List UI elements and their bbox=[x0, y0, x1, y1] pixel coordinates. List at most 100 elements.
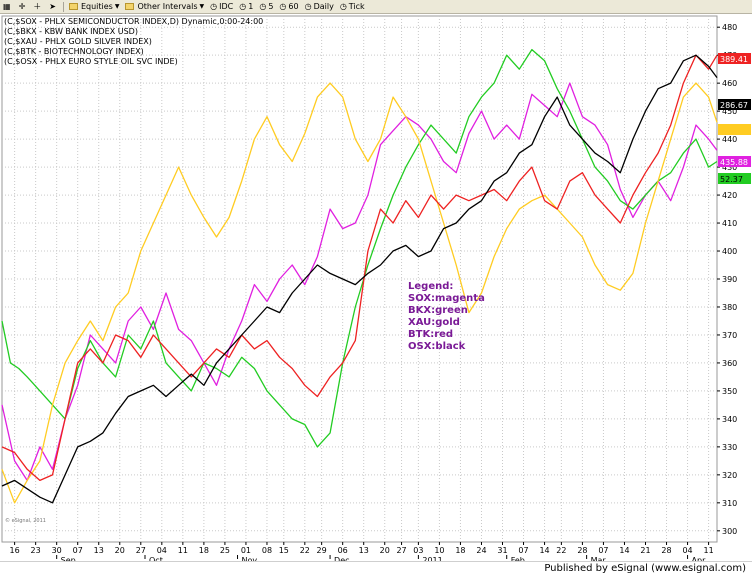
x-tick-label: 15 bbox=[279, 546, 289, 555]
idc-label: IDC bbox=[219, 2, 234, 11]
x-tick-label: 04 bbox=[157, 546, 167, 555]
equities-label: Equities bbox=[80, 2, 113, 11]
legend: Legend:SOX:magentaBKX:greenXAU:goldBTK:r… bbox=[408, 281, 485, 352]
divider bbox=[62, 1, 64, 12]
interval-1-label: 1 bbox=[248, 2, 254, 11]
x-tick-label: 04 bbox=[682, 546, 692, 555]
y-tick-label: 410 bbox=[722, 219, 737, 228]
title-line: (C,$BKX - KBW BANK INDEX USD) bbox=[4, 27, 138, 36]
publisher-credit: Published by eSignal (www.esignal.com) bbox=[544, 563, 746, 574]
interval-60-button[interactable]: ◷ 60 bbox=[276, 1, 301, 13]
idc-button[interactable]: ◷ IDC bbox=[207, 1, 236, 13]
clock-icon: ◷ bbox=[210, 1, 218, 11]
interval-5-button[interactable]: ◷ 5 bbox=[256, 1, 276, 13]
toolbar: ▦ ✛ ＋ ➤ Equities ▼ Other Intervals ▼ ◷ IDC … bbox=[0, 0, 752, 14]
month-label: Apr bbox=[692, 556, 707, 561]
arrow-icon[interactable]: ➤ bbox=[49, 1, 56, 11]
intervals-dropdown[interactable]: Other Intervals ▼ bbox=[122, 1, 207, 13]
y-tick-label: 460 bbox=[722, 79, 737, 88]
clock-icon: ◷ bbox=[259, 1, 267, 11]
x-tick-label: 06 bbox=[338, 546, 348, 555]
grid bbox=[1, 15, 718, 543]
y-tick-label: 420 bbox=[722, 191, 737, 200]
x-tick-label: 07 bbox=[73, 546, 83, 555]
folder-icon bbox=[68, 3, 78, 10]
chart-icon[interactable]: ▦ bbox=[3, 1, 11, 11]
legend-line: OSX:black bbox=[408, 341, 466, 352]
month-label: Dec bbox=[334, 556, 349, 561]
y-tick-label: 450 bbox=[722, 107, 737, 116]
x-tick-label: 13 bbox=[94, 546, 104, 555]
equities-dropdown[interactable]: Equities ▼ bbox=[66, 1, 123, 13]
x-tick-label: 22 bbox=[300, 546, 310, 555]
y-axis: 300 310 320 330 340 350 360 370 380 390 400 410 420 4… bbox=[717, 23, 751, 536]
last-value-badge-osx bbox=[718, 99, 751, 110]
clock-icon: ◷ bbox=[239, 1, 247, 11]
series-line-osx bbox=[1, 54, 718, 504]
x-tick-label: 18 bbox=[199, 546, 209, 555]
x-tick-label: 28 bbox=[661, 546, 671, 555]
series-line-xau bbox=[1, 82, 718, 504]
y-tick-label: 390 bbox=[722, 275, 737, 284]
x-tick-label: 27 bbox=[396, 546, 406, 555]
interval-1-button[interactable]: ◷ 1 bbox=[236, 1, 256, 13]
last-value-badge-sox bbox=[718, 156, 751, 167]
month-label: Nov bbox=[242, 556, 258, 561]
last-value-label: 435.88 bbox=[720, 158, 748, 167]
x-tick-label: 11 bbox=[178, 546, 188, 555]
last-value-label: 52.37 bbox=[720, 175, 743, 184]
daily-button[interactable]: ◷ Daily bbox=[302, 1, 337, 13]
x-tick-label: 14 bbox=[539, 546, 549, 555]
y-tick-label: 370 bbox=[722, 331, 737, 340]
legend-line: Legend: bbox=[408, 281, 453, 292]
x-tick-label: 31 bbox=[497, 546, 507, 555]
last-value-badge-bkx bbox=[718, 173, 751, 184]
tick-label: Tick bbox=[348, 2, 365, 11]
x-tick-label: 25 bbox=[220, 546, 230, 555]
legend-line: XAU:gold bbox=[408, 317, 460, 328]
y-tick-label: 400 bbox=[722, 247, 737, 256]
x-tick-label: 20 bbox=[115, 546, 125, 555]
title-line: (C,$XAU - PHLX GOLD SILVER INDEX) bbox=[4, 37, 152, 46]
price-chart[interactable]: Legend:SOX:magentaBKX:greenXAU:goldBTK:r… bbox=[0, 14, 752, 561]
y-tick-label: 300 bbox=[722, 527, 737, 536]
chevron-down-icon: ▼ bbox=[199, 3, 205, 10]
last-value-label: 389.41 bbox=[720, 55, 748, 64]
month-label: Sep bbox=[61, 556, 76, 561]
new-icon[interactable]: ＋ bbox=[33, 1, 42, 11]
x-tick-label: 18 bbox=[455, 546, 465, 555]
clock-icon: ◷ bbox=[339, 1, 347, 11]
watermark: © eSignal, 2011 bbox=[5, 517, 46, 524]
x-tick-label: 07 bbox=[598, 546, 608, 555]
last-value-label: 286.67 bbox=[720, 101, 748, 110]
y-tick-label: 330 bbox=[722, 443, 737, 452]
x-tick-label: 20 bbox=[380, 546, 390, 555]
month-label: Oct bbox=[149, 556, 163, 561]
chart-background bbox=[0, 14, 752, 561]
x-tick-label: 29 bbox=[317, 546, 327, 555]
chart-title: (C,$SOX - PHLX SEMICONDUCTOR INDEX,D) Dy… bbox=[4, 17, 263, 66]
tick-button[interactable]: ◷ Tick bbox=[337, 1, 368, 13]
x-tick-label: 24 bbox=[476, 546, 486, 555]
intervals-label: Other Intervals bbox=[137, 2, 198, 11]
x-tick-label: 21 bbox=[640, 546, 650, 555]
last-value-badge-xau bbox=[718, 124, 751, 135]
x-tick-label: 27 bbox=[136, 546, 146, 555]
clock-icon: ◷ bbox=[279, 1, 287, 11]
x-tick-label: 16 bbox=[10, 546, 20, 555]
chevron-down-icon: ▼ bbox=[114, 3, 120, 10]
crosshair-icon[interactable]: ✛ bbox=[18, 1, 26, 11]
clock-icon: ◷ bbox=[304, 1, 312, 11]
footer: Published by eSignal (www.esignal.com) bbox=[0, 561, 752, 576]
interval-5-label: 5 bbox=[268, 2, 274, 11]
x-tick-label: 28 bbox=[577, 546, 587, 555]
y-tick-label: 380 bbox=[722, 303, 737, 312]
month-label: Mar bbox=[591, 556, 607, 561]
interval-60-label: 60 bbox=[288, 2, 299, 11]
x-tick-label: 07 bbox=[518, 546, 528, 555]
y-tick-label: 440 bbox=[722, 135, 737, 144]
y-tick-label: 310 bbox=[722, 499, 737, 508]
title-line: (C,$BTK - BIOTECHNOLOGY INDEX) bbox=[4, 47, 144, 56]
month-label: Feb bbox=[511, 556, 525, 561]
legend-line: SOX:magenta bbox=[408, 293, 485, 304]
